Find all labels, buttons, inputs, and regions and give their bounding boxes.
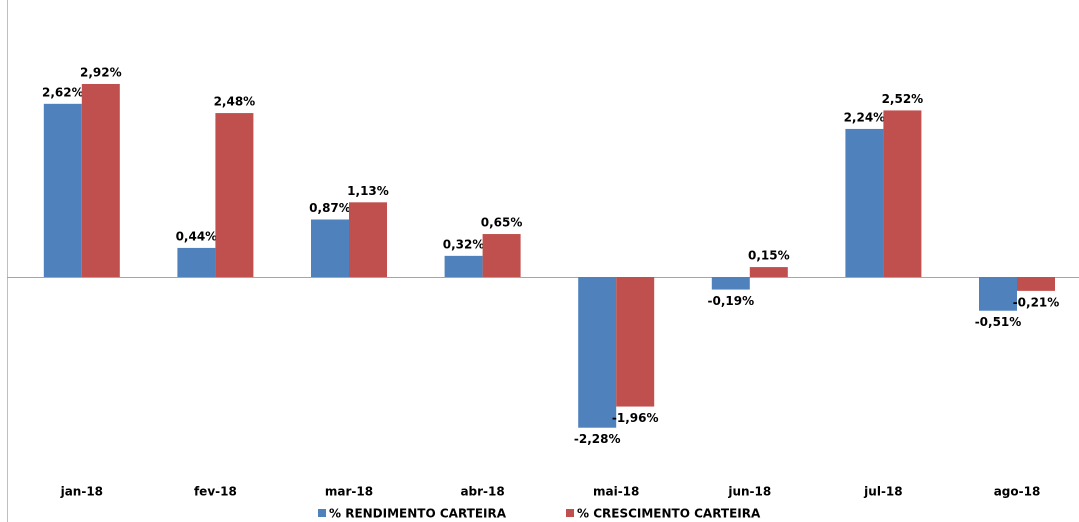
x-tick-label: fev-18 bbox=[194, 485, 237, 499]
bar bbox=[311, 219, 349, 277]
data-label: 2,62% bbox=[42, 85, 84, 99]
bar bbox=[578, 277, 617, 428]
data-label: 0,32% bbox=[443, 237, 485, 251]
x-tick-label: jul-18 bbox=[863, 485, 902, 499]
x-tick-label: abr-18 bbox=[460, 485, 504, 499]
bar bbox=[1017, 277, 1055, 291]
bar bbox=[177, 247, 216, 277]
data-label: -0,51% bbox=[975, 315, 1022, 329]
data-label: 2,24% bbox=[844, 110, 886, 124]
data-label: -0,21% bbox=[1013, 295, 1060, 309]
x-tick-label: mai-18 bbox=[593, 485, 639, 499]
data-label: -2,28% bbox=[574, 432, 621, 446]
data-label: 0,44% bbox=[176, 229, 218, 243]
data-label: 2,92% bbox=[80, 65, 122, 79]
data-label: 0,65% bbox=[481, 216, 523, 230]
data-label: 0,15% bbox=[748, 249, 790, 263]
bar bbox=[711, 277, 750, 290]
bar bbox=[215, 113, 254, 278]
data-label: 0,87% bbox=[309, 201, 351, 215]
legend-label: % RENDIMENTO CARTEIRA bbox=[329, 507, 507, 521]
bar bbox=[979, 277, 1017, 311]
bar bbox=[749, 267, 788, 277]
x-tick-label: mar-18 bbox=[325, 485, 373, 499]
data-label: -1,96% bbox=[612, 411, 659, 425]
legend-label: % CRESCIMENTO CARTEIRA bbox=[577, 507, 761, 521]
legend-swatch bbox=[566, 509, 574, 517]
data-label: 2,52% bbox=[882, 92, 924, 106]
x-tick-label: ago-18 bbox=[994, 485, 1041, 499]
bar bbox=[845, 128, 884, 277]
x-tick-label: jan-18 bbox=[60, 485, 103, 499]
bar bbox=[883, 110, 922, 277]
bar bbox=[444, 255, 483, 277]
legend-swatch bbox=[318, 509, 326, 517]
bar bbox=[349, 202, 387, 277]
bar bbox=[482, 234, 521, 277]
bar bbox=[43, 103, 82, 278]
bar bbox=[616, 277, 655, 407]
data-label: 1,13% bbox=[347, 184, 389, 198]
x-tick-label: jun-18 bbox=[727, 485, 771, 499]
data-label: 2,48% bbox=[214, 95, 256, 109]
bar bbox=[81, 83, 120, 277]
data-label: -0,19% bbox=[707, 294, 754, 308]
